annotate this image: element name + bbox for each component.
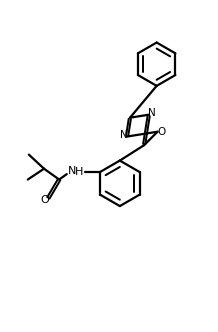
- Text: N: N: [120, 130, 128, 140]
- Text: O: O: [158, 127, 166, 137]
- Text: H: H: [75, 167, 83, 177]
- Text: N: N: [68, 166, 76, 176]
- Text: N: N: [148, 108, 156, 118]
- Text: O: O: [41, 195, 49, 205]
